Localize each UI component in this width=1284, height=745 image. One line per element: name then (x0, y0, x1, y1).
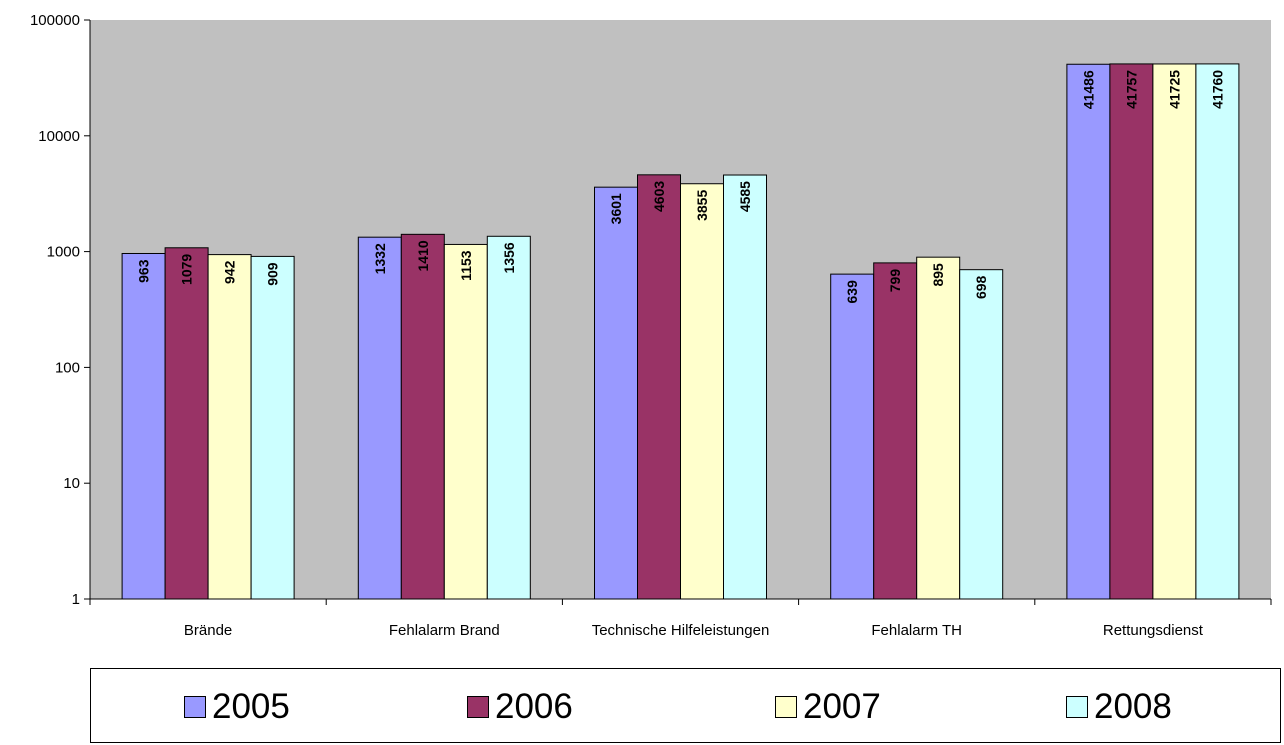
bar-2007 (680, 183, 724, 600)
x-category-label: Brände (184, 622, 232, 639)
y-tick-label: 100 (55, 359, 80, 376)
legend-swatch (1066, 696, 1088, 718)
x-axis: Brände Fehlalarm Brand Technische Hilfelei… (89, 598, 1272, 639)
bar-2006 (400, 233, 445, 600)
bar-2006 (1109, 63, 1154, 600)
bar-2006 (873, 262, 918, 600)
data-label: 1356 (501, 242, 517, 273)
data-label: 4585 (737, 181, 753, 212)
data-label: 698 (973, 275, 989, 299)
legend: 2005 2006 2007 2008 (90, 668, 1281, 743)
legend-label: 2008 (1094, 687, 1172, 726)
legend-label: 2006 (495, 687, 573, 726)
y-tick-label: 100000 (30, 12, 80, 29)
data-label: 895 (930, 263, 946, 287)
bar-2005 (357, 236, 402, 600)
legend-item-2008: 2008 (1066, 689, 1172, 725)
bar-2006 (637, 174, 681, 600)
bar-2005 (830, 273, 875, 600)
data-label: 41486 (1080, 70, 1096, 109)
data-label: 963 (136, 259, 152, 283)
data-label: 639 (844, 280, 860, 304)
bar-2008 (486, 235, 531, 600)
bar-2007 (1152, 63, 1197, 600)
bar-2008 (1195, 63, 1240, 600)
x-category-label: Technische Hilfeleistungen (592, 622, 770, 639)
legend-item-2005: 2005 (184, 689, 290, 725)
data-label: 909 (265, 262, 281, 286)
legend-label: 2007 (803, 687, 881, 726)
bar-2005 (121, 252, 166, 600)
data-label: 1410 (415, 240, 431, 271)
x-category-label: Fehlalarm TH (871, 622, 962, 639)
y-tick-label: 1000 (47, 244, 80, 261)
data-label: 942 (222, 260, 238, 284)
y-tick-label: 10000 (38, 128, 80, 145)
x-category-label: Rettungsdienst (1103, 622, 1204, 639)
data-label: 1153 (458, 250, 474, 281)
bar-2007 (916, 256, 961, 600)
data-label: 4603 (651, 181, 667, 212)
bars-group: 963 1079 942 909 1332 1410 1153 1356 3601 4603 385… (121, 63, 1240, 600)
bar-2007 (207, 254, 252, 600)
bar-2005 (594, 186, 638, 600)
bar-2007 (443, 243, 488, 600)
data-label: 3855 (694, 190, 710, 221)
legend-item-2006: 2006 (467, 689, 573, 725)
y-tick-label: 1 (72, 591, 80, 608)
legend-swatch (467, 696, 489, 718)
bar-2008 (959, 269, 1004, 600)
legend-swatch (184, 696, 206, 718)
bar-2005 (1066, 63, 1111, 600)
bar-2008 (250, 255, 295, 600)
data-label: 3601 (608, 193, 624, 224)
data-label: 41757 (1123, 70, 1139, 109)
legend-item-2007: 2007 (775, 689, 881, 725)
bar-2008 (723, 174, 767, 600)
y-tick-label: 10 (63, 475, 80, 492)
data-label: 799 (887, 269, 903, 293)
x-category-label: Fehlalarm Brand (389, 622, 500, 639)
legend-swatch (775, 696, 797, 718)
data-label: 41760 (1209, 70, 1225, 109)
data-label: 1332 (372, 243, 388, 274)
data-label: 1079 (179, 254, 195, 285)
bar-chart: 1 10 100 1000 10000 100000 Brände Fehlalarm Br… (30, 12, 1272, 639)
data-label: 41725 (1166, 70, 1182, 109)
bar-2006 (164, 247, 209, 600)
legend-label: 2005 (212, 687, 290, 726)
y-axis: 1 10 100 1000 10000 100000 (30, 12, 91, 608)
